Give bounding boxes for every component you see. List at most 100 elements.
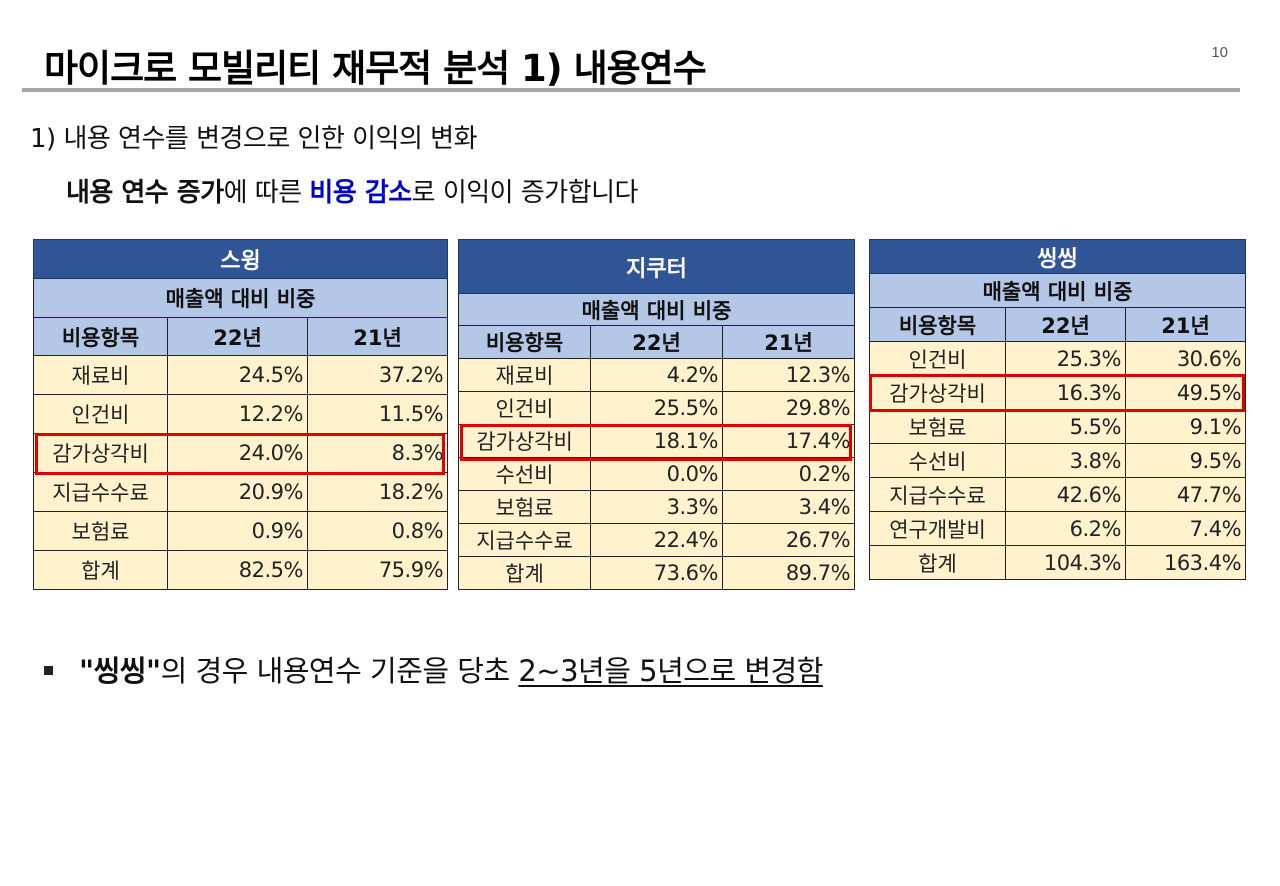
row-label: 합계 <box>33 550 168 590</box>
row-label: 보험료 <box>33 511 168 551</box>
table-row: 인건비 12.2% 11.5% <box>33 394 449 434</box>
value-22: 0.0% <box>590 457 723 491</box>
table-row-total: 합계 73.6% 89.7% <box>458 556 856 590</box>
note-text: 의 경우 내용연수 기준을 당초 <box>160 654 519 688</box>
value-22: 20.9% <box>167 472 308 512</box>
table-row-highlighted: 감가상각비 18.1% 17.4% <box>458 424 856 458</box>
lead-sentence: 내용 연수 증가에 따른 비용 감소로 이익이 증가합니다 <box>66 172 638 209</box>
column-header-22: 22년 <box>590 325 723 359</box>
value-21: 37.2% <box>306 355 449 395</box>
row-label: 수선비 <box>869 443 1006 478</box>
section-header: 매출액 대비 비중 <box>868 273 1247 308</box>
table-row: 재료비 4.2% 12.3% <box>458 358 856 392</box>
row-label: 지급수수료 <box>33 472 168 512</box>
value-22: 18.1% <box>590 424 723 458</box>
value-21: 47.7% <box>1124 477 1247 512</box>
row-label: 합계 <box>458 556 591 590</box>
table-row: 지급수수료 20.9% 18.2% <box>33 472 449 512</box>
value-22: 6.2% <box>1005 511 1126 546</box>
row-label: 감가상각비 <box>869 375 1006 410</box>
table-row-total: 합계 82.5% 75.9% <box>33 550 449 590</box>
value-21: 8.3% <box>306 433 449 473</box>
note-underlined-change: 2~3년을 5년으로 변경함 <box>518 654 823 688</box>
value-21: 29.8% <box>721 391 856 425</box>
table-swing: 스윙 매출액 대비 비중 비용항목 22년 21년 재료비 24.5% 37.2… <box>32 239 449 590</box>
table-row-highlighted: 감가상각비 16.3% 49.5% <box>869 375 1247 410</box>
column-header-22: 22년 <box>167 317 308 356</box>
value-21: 75.9% <box>306 550 449 590</box>
value-22: 3.8% <box>1005 443 1126 478</box>
table-row: 보험료 0.9% 0.8% <box>33 511 449 551</box>
value-22: 22.4% <box>590 523 723 557</box>
section-subtitle: 1) 내용 연수를 변경으로 인한 이익의 변화 <box>30 124 478 154</box>
column-header-21: 21년 <box>1124 307 1247 342</box>
company-header: 스윙 <box>32 239 449 279</box>
row-label: 보험료 <box>458 490 591 524</box>
value-22: 42.6% <box>1005 477 1126 512</box>
square-bullet-icon <box>44 665 53 675</box>
value-22: 25.3% <box>1005 341 1126 376</box>
column-header-21: 21년 <box>721 325 856 359</box>
table-gcooter: 지쿠터 매출액 대비 비중 비용항목 22년 21년 재료비 4.2% 12.3… <box>457 239 856 590</box>
value-21: 11.5% <box>306 394 449 434</box>
value-22: 12.2% <box>167 394 308 434</box>
value-22: 25.5% <box>590 391 723 425</box>
section-header: 매출액 대비 비중 <box>457 293 856 326</box>
lead-emphasis-cost-decrease: 비용 감소 <box>309 178 412 208</box>
row-label: 인건비 <box>33 394 168 434</box>
table-row: 인건비 25.3% 30.6% <box>869 341 1247 376</box>
company-header: 씽씽 <box>868 239 1247 274</box>
table-row: 지급수수료 42.6% 47.7% <box>869 477 1247 512</box>
value-22: 73.6% <box>590 556 723 590</box>
note-quote-close: " <box>145 654 161 688</box>
row-label: 수선비 <box>458 457 591 491</box>
value-22: 24.0% <box>167 433 308 473</box>
value-21: 26.7% <box>721 523 856 557</box>
section-header: 매출액 대비 비중 <box>32 278 449 318</box>
row-label: 감가상각비 <box>33 433 168 473</box>
value-21: 30.6% <box>1124 341 1247 376</box>
row-label: 인건비 <box>458 391 591 425</box>
value-21: 49.5% <box>1124 375 1247 410</box>
lead-emphasis-increase: 내용 연수 증가 <box>66 178 224 208</box>
page-title: 마이크로 모빌리티 재무적 분석 1) 내용연수 <box>44 47 707 90</box>
lead-text: 에 따른 <box>223 178 310 208</box>
column-header-21: 21년 <box>306 317 449 356</box>
note-quote-open: " <box>79 654 94 688</box>
value-21: 18.2% <box>306 472 449 512</box>
value-21: 3.4% <box>721 490 856 524</box>
value-22: 4.2% <box>590 358 723 392</box>
column-header-item: 비용항목 <box>33 317 168 356</box>
value-21: 0.2% <box>721 457 856 491</box>
table-row: 보험료 5.5% 9.1% <box>869 409 1247 444</box>
row-label: 연구개발비 <box>869 511 1006 546</box>
value-22: 82.5% <box>167 550 308 590</box>
value-21: 89.7% <box>721 556 856 590</box>
value-22: 3.3% <box>590 490 723 524</box>
row-label: 재료비 <box>458 358 591 392</box>
table-row: 연구개발비 6.2% 7.4% <box>869 511 1247 546</box>
bullet-note: "씽씽"의 경우 내용연수 기준을 당초 2~3년을 5년으로 변경함 <box>44 648 823 690</box>
company-header: 지쿠터 <box>457 239 856 294</box>
table-row: 수선비 3.8% 9.5% <box>869 443 1247 478</box>
note-company: 씽씽 <box>93 654 147 688</box>
value-22: 0.9% <box>167 511 308 551</box>
column-header-item: 비용항목 <box>869 307 1006 342</box>
row-label: 지급수수료 <box>869 477 1006 512</box>
value-21: 9.5% <box>1124 443 1247 478</box>
row-label: 재료비 <box>33 355 168 395</box>
column-header-item: 비용항목 <box>458 325 591 359</box>
row-label: 보험료 <box>869 409 1006 444</box>
value-22: 104.3% <box>1005 545 1126 580</box>
row-label: 감가상각비 <box>458 424 591 458</box>
value-21: 163.4% <box>1124 545 1247 580</box>
value-21: 17.4% <box>721 424 856 458</box>
table-row: 수선비 0.0% 0.2% <box>458 457 856 491</box>
title-divider <box>22 88 1240 92</box>
table-row-total: 합계 104.3% 163.4% <box>869 545 1247 580</box>
table-row-highlighted: 감가상각비 24.0% 8.3% <box>33 433 449 473</box>
value-21: 0.8% <box>306 511 449 551</box>
value-22: 5.5% <box>1005 409 1126 444</box>
table-row: 인건비 25.5% 29.8% <box>458 391 856 425</box>
table-row: 보험료 3.3% 3.4% <box>458 490 856 524</box>
